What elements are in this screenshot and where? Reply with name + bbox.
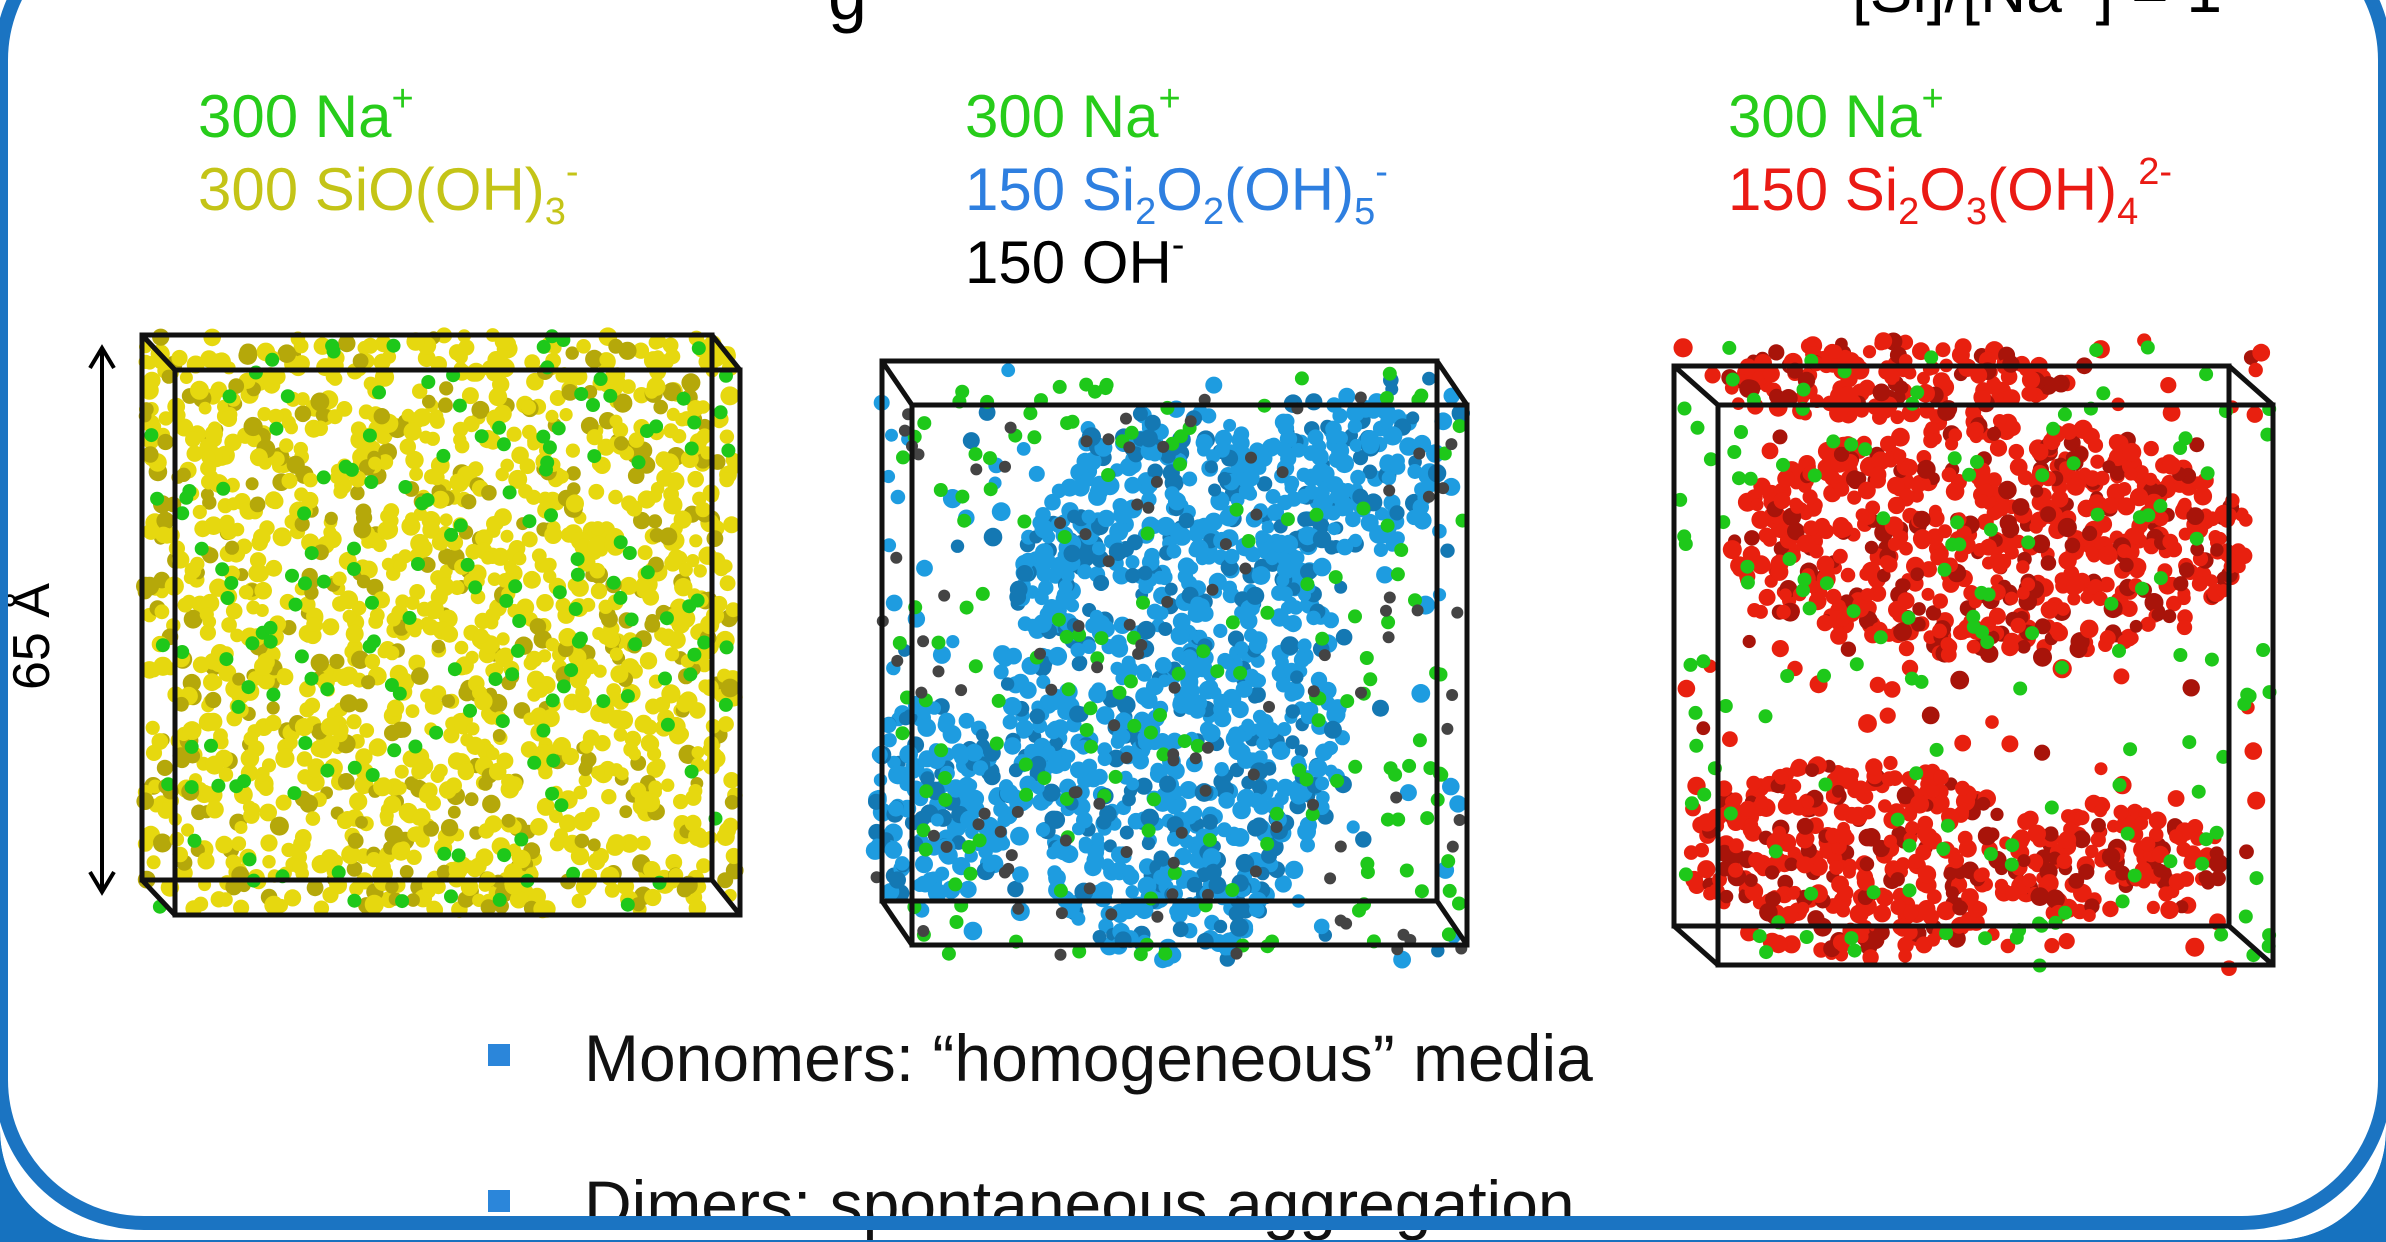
panel-1-labels: 300 Na+ 300 SiO(OH)3- — [198, 78, 579, 234]
title-fragment: g — [828, 0, 867, 30]
panel-2-labels: 300 Na+ 150 Si2O2(OH)5- 150 OH- — [965, 80, 1388, 300]
simulation-box-dimers-hydroxide — [865, 358, 1470, 969]
panel-2-silicate-label: 150 Si2O2(OH)5- — [965, 151, 1388, 234]
simulation-box-dimers-charged — [1671, 332, 2277, 976]
bullet-text: Monomers: “homogeneous” media — [584, 1021, 1593, 1095]
bullet-marker — [488, 1044, 510, 1066]
panel-3-sodium-label: 300 Na+ — [1728, 78, 1944, 150]
scale-bar — [88, 344, 116, 896]
panel-3-labels: 300 Na+ 150 Si2O3(OH)42- — [1728, 78, 2172, 234]
simulation-box-monomers — [136, 327, 744, 919]
ratio-fragment: [Si]/[Na⁺] = 1 — [1852, 0, 2222, 22]
panel-2-sodium-label: 300 Na+ — [965, 78, 1181, 150]
panel-3-silicate-label: 150 Si2O3(OH)42- — [1728, 151, 2172, 234]
bullet-marker — [488, 1190, 510, 1212]
scale-bar-label: 65 Å — [3, 583, 61, 690]
panel-2-hydroxide-label: 150 OH- — [965, 224, 1185, 297]
bullet-text: Dimers: spontaneous aggregation — [584, 1167, 1575, 1241]
panel-1-silicate-label: 300 SiO(OH)3- — [198, 151, 579, 234]
panel-1-sodium-label: 300 Na+ — [198, 78, 414, 150]
